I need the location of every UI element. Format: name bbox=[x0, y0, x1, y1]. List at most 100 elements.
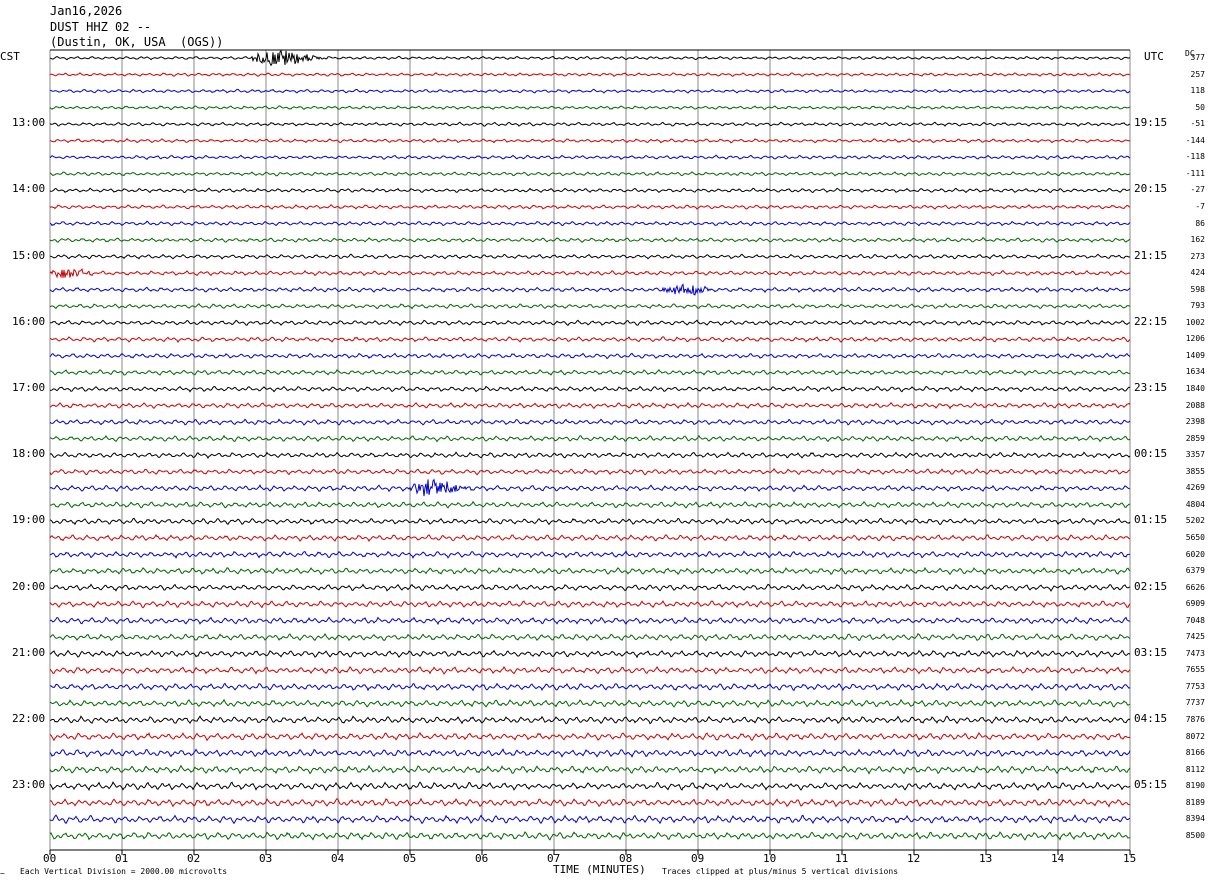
trace-line-31 bbox=[49, 566, 1131, 576]
x-tick-label-08: 08 bbox=[619, 852, 633, 865]
trace-line-23 bbox=[49, 434, 1131, 443]
dc-offset-label-34: 7048 bbox=[1185, 615, 1205, 625]
trace-line-7 bbox=[49, 171, 1131, 177]
x-axis-ticks bbox=[49, 850, 1131, 855]
left-hour-label-7: 20:00 bbox=[12, 579, 46, 593]
x-tick-label-06: 06 bbox=[475, 852, 489, 865]
trace-line-26 bbox=[49, 478, 1131, 497]
x-axis-title: TIME (MINUTES) bbox=[553, 863, 646, 876]
dc-offset-label-12: 273 bbox=[1190, 251, 1205, 261]
dc-offset-label-43: 8112 bbox=[1185, 764, 1205, 774]
trace-line-20 bbox=[49, 385, 1131, 393]
trace-line-10 bbox=[49, 220, 1131, 227]
dc-offset-label-37: 7655 bbox=[1185, 665, 1205, 675]
right-hour-label-3: 22:15 bbox=[1134, 314, 1168, 328]
trace-line-39 bbox=[49, 698, 1131, 709]
dc-offset-label-4: -51 bbox=[1190, 119, 1205, 129]
dc-offset-label-20: 1840 bbox=[1185, 384, 1205, 393]
trace-line-43 bbox=[49, 764, 1131, 775]
trace-line-3 bbox=[49, 105, 1131, 111]
x-tick-label-10: 10 bbox=[763, 852, 777, 865]
trace-line-11 bbox=[49, 237, 1131, 243]
x-tick-label-11: 11 bbox=[835, 852, 849, 865]
trace-line-15 bbox=[49, 303, 1131, 310]
dc-offset-label-38: 7753 bbox=[1185, 681, 1205, 691]
trace-line-41 bbox=[49, 731, 1131, 742]
right-hour-label-6: 01:15 bbox=[1134, 513, 1168, 527]
trace-line-13 bbox=[49, 267, 1131, 279]
trace-line-2 bbox=[50, 88, 1131, 94]
x-tick-label-07: 07 bbox=[547, 852, 561, 865]
dc-offset-label-46: 8394 bbox=[1185, 814, 1205, 824]
x-tick-label-04: 04 bbox=[331, 852, 345, 865]
x-tick-label-15: 15 bbox=[1123, 852, 1137, 865]
trace-line-9 bbox=[49, 203, 1131, 210]
left-hour-label-10: 23:00 bbox=[12, 778, 46, 792]
dc-offset-label-30: 6020 bbox=[1185, 549, 1205, 559]
dc-offset-label-1: 257 bbox=[1190, 69, 1205, 79]
dc-offset-label-40: 7876 bbox=[1185, 715, 1205, 724]
trace-line-5 bbox=[49, 138, 1131, 144]
dc-offset-label-5: -144 bbox=[1185, 135, 1205, 145]
trace-line-12 bbox=[49, 253, 1131, 260]
dc-offset-label-31: 6379 bbox=[1185, 566, 1205, 576]
dc-offset-label-45: 8189 bbox=[1185, 797, 1205, 807]
dc-offset-label-19: 1634 bbox=[1185, 367, 1205, 377]
dc-offset-label-22: 2398 bbox=[1185, 417, 1205, 427]
trace-line-29 bbox=[49, 533, 1131, 542]
x-tick-label-00: 00 bbox=[43, 852, 57, 865]
trace-line-21 bbox=[49, 401, 1131, 410]
dc-offset-label-23: 2859 bbox=[1185, 433, 1205, 443]
header-station: DUST HHZ 02 -- bbox=[50, 20, 152, 34]
dc-offset-label-39: 7737 bbox=[1185, 698, 1205, 708]
dc-offset-label-13: 424 bbox=[1190, 268, 1205, 278]
dc-offset-label-15: 793 bbox=[1190, 301, 1205, 311]
left-hour-label-5: 18:00 bbox=[12, 447, 46, 461]
dc-offset-label-27: 4804 bbox=[1185, 499, 1205, 509]
dc-offset-label-3: 50 bbox=[1195, 102, 1205, 112]
dc-offset-label-7: -111 bbox=[1185, 168, 1205, 178]
dc-offset-label-11: 162 bbox=[1190, 235, 1205, 245]
left-hour-label-0: 13:00 bbox=[12, 116, 46, 130]
dc-offset-label-2: 118 bbox=[1190, 86, 1205, 96]
trace-line-47 bbox=[49, 831, 1131, 841]
right-hour-label-1: 20:15 bbox=[1134, 182, 1168, 196]
trace-line-38 bbox=[49, 682, 1131, 692]
right-hour-label-0: 19:15 bbox=[1134, 116, 1168, 130]
left-timezone-label: CST bbox=[0, 50, 20, 63]
trace-line-40 bbox=[49, 715, 1131, 725]
trace-line-30 bbox=[49, 550, 1131, 559]
dc-offset-label-10: 86 bbox=[1195, 218, 1205, 228]
trace-line-44 bbox=[49, 781, 1131, 792]
trace-line-34 bbox=[49, 616, 1131, 626]
dc-offset-label-36: 7473 bbox=[1185, 648, 1205, 658]
trace-line-27 bbox=[50, 500, 1130, 509]
trace-line-36 bbox=[49, 649, 1131, 659]
dc-offset-label-8: -27 bbox=[1190, 185, 1205, 195]
left-hour-label-8: 21:00 bbox=[12, 645, 46, 659]
trace-line-24 bbox=[49, 451, 1131, 460]
minute-gridlines bbox=[49, 49, 1131, 851]
x-tick-label-05: 05 bbox=[403, 852, 417, 865]
trace-line-37 bbox=[49, 666, 1131, 675]
dc-offset-label-0: 377 bbox=[1190, 53, 1205, 62]
scale-marker-icon: ~ bbox=[0, 869, 5, 878]
x-tick-label-02: 02 bbox=[187, 852, 201, 865]
dc-offset-label-35: 7425 bbox=[1185, 632, 1205, 642]
x-tick-label-14: 14 bbox=[1051, 852, 1065, 865]
left-hour-label-6: 19:00 bbox=[12, 513, 46, 527]
header-location: (Dustin, OK, USA (OGS)) bbox=[50, 35, 224, 49]
left-hour-label-2: 15:00 bbox=[12, 248, 46, 262]
clip-note: Traces clipped at plus/minus 5 vertical … bbox=[662, 867, 899, 876]
dc-offset-label-33: 6909 bbox=[1185, 599, 1205, 609]
right-hour-label-8: 03:15 bbox=[1134, 645, 1168, 659]
dc-offset-label-17: 1206 bbox=[1185, 334, 1205, 344]
right-hour-label-5: 00:15 bbox=[1134, 447, 1168, 461]
trace-line-6 bbox=[49, 154, 1131, 160]
right-hour-label-10: 05:15 bbox=[1134, 778, 1168, 792]
x-tick-label-13: 13 bbox=[979, 852, 993, 865]
trace-line-0 bbox=[49, 49, 1131, 67]
dc-offset-label-25: 3855 bbox=[1185, 466, 1205, 476]
dc-offset-label-28: 5202 bbox=[1185, 516, 1205, 526]
